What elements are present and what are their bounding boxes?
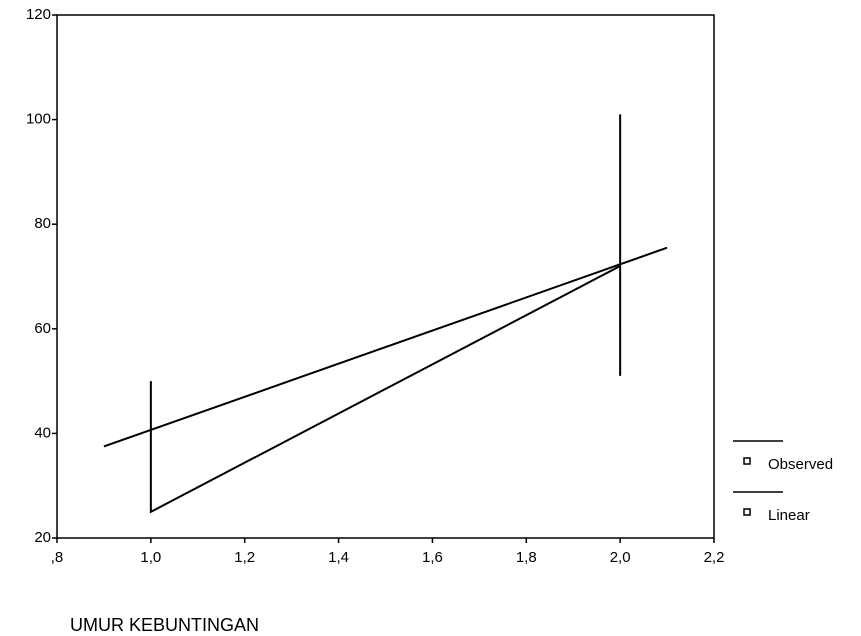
y-tick-label: 20 bbox=[34, 529, 51, 546]
legend-label: Linear bbox=[768, 507, 810, 524]
y-tick-label: 120 bbox=[26, 6, 51, 23]
legend-label: Observed bbox=[768, 456, 833, 473]
x-tick-label: ,8 bbox=[51, 549, 64, 566]
legend-marker bbox=[744, 458, 750, 464]
x-tick-label: 1,0 bbox=[140, 549, 161, 566]
x-tick-label: 1,2 bbox=[234, 549, 255, 566]
x-tick-label: 1,8 bbox=[516, 549, 537, 566]
x-tick-label: 1,4 bbox=[328, 549, 349, 566]
x-tick-label: 2,2 bbox=[704, 549, 725, 566]
series-line bbox=[151, 114, 620, 511]
x-axis-label: UMUR KEBUNTINGAN bbox=[70, 615, 259, 635]
y-tick-label: 40 bbox=[34, 424, 51, 441]
series-line bbox=[104, 248, 667, 447]
y-tick-label: 60 bbox=[34, 320, 51, 337]
x-tick-label: 1,6 bbox=[422, 549, 443, 566]
plot-frame bbox=[57, 15, 714, 538]
y-tick-label: 100 bbox=[26, 111, 51, 128]
legend-marker bbox=[744, 509, 750, 515]
y-tick-label: 80 bbox=[34, 215, 51, 232]
x-tick-label: 2,0 bbox=[610, 549, 631, 566]
chart: UMUR KEBUNTINGAN 20 40 60 80 100 120 ,8 1,0 1,2 1… bbox=[0, 0, 861, 636]
